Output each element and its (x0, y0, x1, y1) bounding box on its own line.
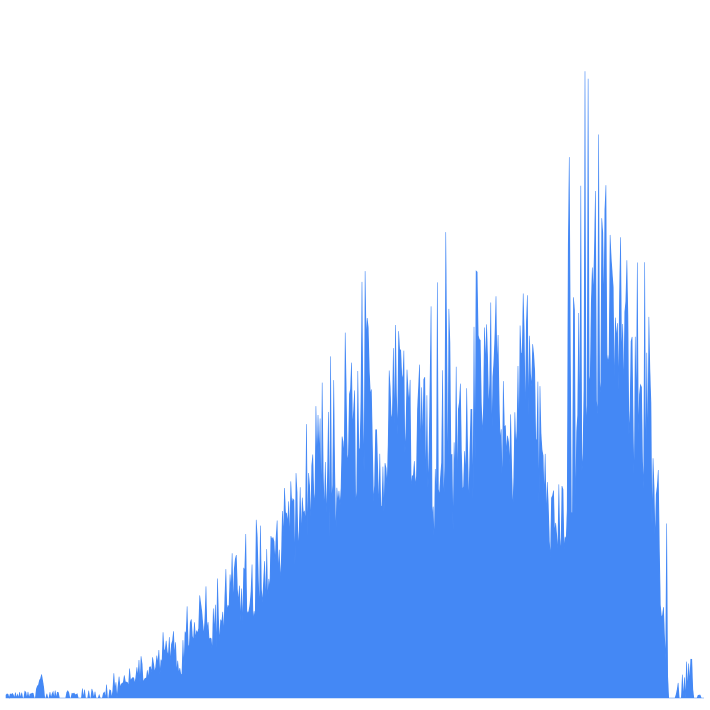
area-series (5, 71, 704, 700)
area-fill (5, 71, 704, 700)
